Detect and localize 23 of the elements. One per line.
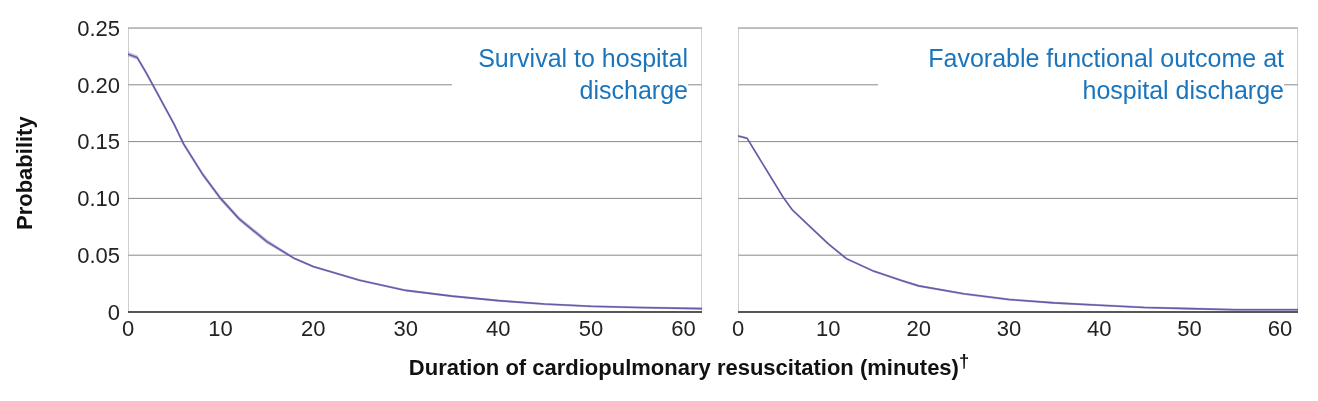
x-tick-label: 30 — [996, 315, 1022, 341]
x-tick-label: 60 — [1267, 315, 1293, 341]
y-tick-label: 0 — [107, 299, 120, 325]
x-tick-label: 50 — [1177, 315, 1202, 341]
x-tick-label: 10 — [816, 315, 841, 341]
y-tick-label: 0.25 — [77, 15, 120, 41]
x-tick-label: 60 — [671, 315, 696, 341]
x-tick-label: 0 — [731, 315, 745, 341]
x-tick-label: 20 — [906, 315, 931, 341]
y-tick-label: 0.10 — [77, 186, 120, 212]
y-axis-title: Probability — [11, 115, 37, 230]
x-tick-label: 10 — [208, 315, 233, 341]
x-tick-label: 30 — [393, 315, 418, 341]
x-tick-label: 20 — [300, 315, 326, 341]
x-tick-label: 40 — [1087, 315, 1112, 341]
x-tick-label: 40 — [486, 315, 511, 341]
y-tick-label: 0.05 — [77, 243, 120, 269]
x-tick-label: 50 — [578, 315, 604, 341]
text: Survival to hospital discharge — [452, 42, 688, 106]
y-tick-label: 0.15 — [77, 129, 120, 155]
y-tick-label: 0.20 — [77, 72, 120, 98]
text: Favorable functional outcome at hospital discharge — [878, 42, 1284, 106]
x-axis-title: Duration of cardiopulmonary resuscitation (minutes)$^{†}$ — [407, 350, 971, 382]
